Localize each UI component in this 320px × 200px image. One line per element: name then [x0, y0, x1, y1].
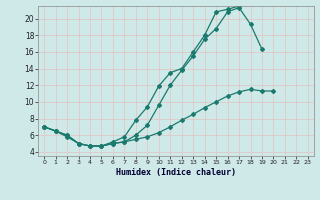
X-axis label: Humidex (Indice chaleur): Humidex (Indice chaleur) [116, 168, 236, 177]
